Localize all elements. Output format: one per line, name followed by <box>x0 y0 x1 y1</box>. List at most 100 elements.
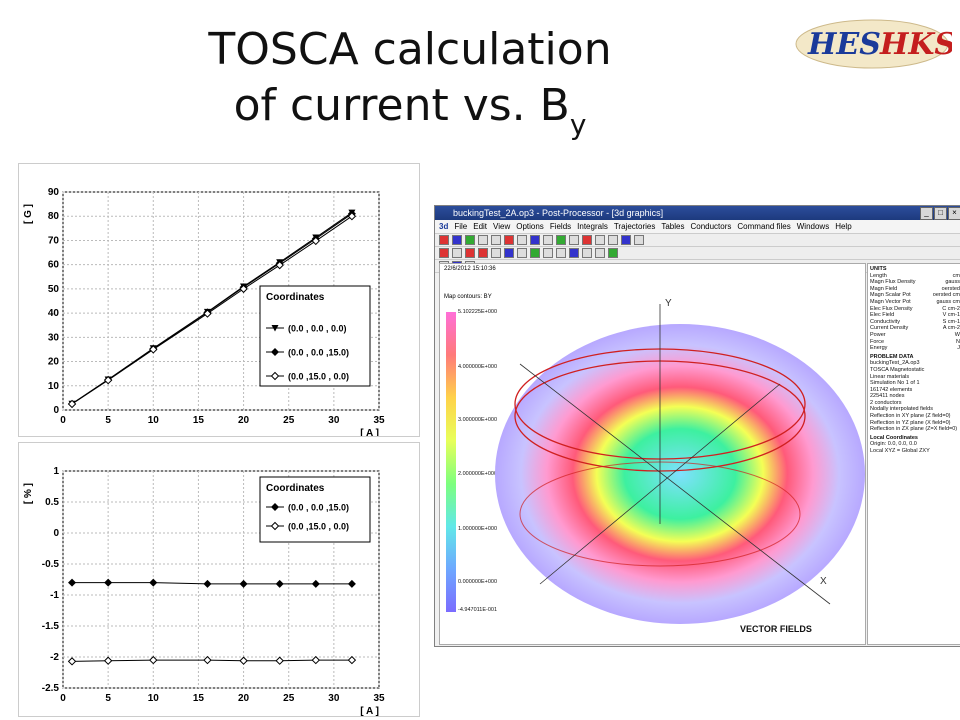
menu-help[interactable]: Help <box>835 222 852 231</box>
legend-box <box>259 476 371 543</box>
data-point <box>103 375 113 385</box>
tool-icon[interactable] <box>621 235 631 245</box>
tool-icon[interactable] <box>543 248 553 258</box>
tool-icon[interactable] <box>439 248 449 258</box>
x-tick-label: 15 <box>193 693 205 704</box>
tool-icon[interactable] <box>452 235 462 245</box>
units-value: C cm-2 <box>942 305 960 312</box>
units-row: Conductivity S cm-1 <box>868 319 960 326</box>
menu-integrals[interactable]: Integrals <box>577 222 608 231</box>
legend-marker <box>271 325 279 332</box>
menu-command-files[interactable]: Command files <box>737 222 791 231</box>
title-subscript: y <box>569 108 587 141</box>
tool-icon[interactable] <box>556 235 566 245</box>
menu-options[interactable]: Options <box>516 222 544 231</box>
logo-hks-text: HKS <box>879 27 952 62</box>
tool-icon[interactable] <box>595 248 605 258</box>
tool-icon[interactable] <box>504 235 514 245</box>
x-tick-label: 10 <box>148 693 160 704</box>
units-value: cm <box>952 272 960 279</box>
colorbar-label: -4.947011E-001 <box>458 607 498 613</box>
tool-icon[interactable] <box>582 235 592 245</box>
legend-title: Coordinates <box>266 292 325 303</box>
problem-data-line: TOSCA Magnetostatic <box>870 366 925 373</box>
tool-icon[interactable] <box>478 235 488 245</box>
y-axis-label: [ % ] <box>23 483 34 504</box>
tool-icon[interactable] <box>582 248 592 258</box>
tool-icon[interactable] <box>478 248 488 258</box>
tool-icon[interactable] <box>491 235 501 245</box>
tool-icon[interactable] <box>608 248 618 258</box>
units-key: Current Density <box>870 325 909 332</box>
units-value: A cm-2 <box>942 325 960 332</box>
graphics-canvas[interactable]: 22/6/2012 15:10:36 Map contours: BY 5.10… <box>439 263 866 645</box>
menu-tables[interactable]: Tables <box>661 222 685 231</box>
field-disc <box>495 324 865 624</box>
menu-file[interactable]: File <box>454 222 468 231</box>
tool-icon[interactable] <box>439 235 449 245</box>
units-row: Length cm <box>868 273 960 280</box>
series-line <box>71 215 353 405</box>
tool-icon[interactable] <box>452 248 462 258</box>
data-point <box>311 579 320 588</box>
minimize-button[interactable]: _ <box>920 207 933 220</box>
local-coordinates-line: Local XYZ = Global ZXY <box>870 448 930 455</box>
tool-icon[interactable] <box>465 235 475 245</box>
units-value: V cm-1 <box>942 312 960 319</box>
tool-icon[interactable] <box>556 248 566 258</box>
legend-marker <box>270 371 280 381</box>
problem-data-line: Reflection in XY plane (Z field=0) <box>870 413 951 420</box>
tool-icon[interactable] <box>595 235 605 245</box>
y-tick-label: 20 <box>48 357 60 368</box>
data-point <box>347 655 357 665</box>
tool-icon[interactable] <box>491 248 501 258</box>
units-value: W <box>954 331 960 338</box>
units-key: Magn Scalar Pot <box>870 292 911 299</box>
menu-windows[interactable]: Windows <box>796 222 830 231</box>
menu-edit[interactable]: Edit <box>473 222 488 231</box>
units-key: Magn Field <box>870 285 898 292</box>
tool-icon[interactable] <box>608 235 618 245</box>
menu-3d-logo: 3d <box>439 222 449 231</box>
window-titlebar: buckingTest_2A.op3 - Post-Processor - [3… <box>435 206 960 220</box>
menu-conductors[interactable]: Conductors <box>690 222 732 231</box>
chart-deviation-percent: 0 5 10 15 20 25 30 35 -2.5 -2 -1.5 -1 -0.5 0 0.5 1 [ % ]… <box>18 442 420 717</box>
tool-icon[interactable] <box>569 248 579 258</box>
map-contours-label: Map contours: BY <box>444 294 492 300</box>
units-row: Magn Scalar Pot oersted cm <box>868 292 960 299</box>
axis-y-label: Y <box>665 298 672 309</box>
tool-icon[interactable] <box>543 235 553 245</box>
tosca-postprocessor-window: buckingTest_2A.op3 - Post-Processor - [3… <box>434 205 960 647</box>
units-row: Magn Field oersted <box>868 286 960 293</box>
menu-view[interactable]: View <box>493 222 511 231</box>
tool-icon[interactable] <box>517 235 527 245</box>
tool-icon[interactable] <box>530 248 540 258</box>
menu-trajectories[interactable]: Trajectories <box>613 222 656 231</box>
chart-b-vs-current: 0 5 10 15 20 25 30 35 0 10 20 30 40 50 60 70 80 90 [ G ] [ … <box>18 163 420 437</box>
slide-title: TOSCA calculation of current vs. By <box>150 22 670 153</box>
menu-fields[interactable]: Fields <box>549 222 572 231</box>
units-value: gauss <box>945 279 960 286</box>
menu-bar: 3d File Edit View Options Fields Integra… <box>435 220 960 234</box>
x-tick-label: 5 <box>105 693 111 704</box>
tool-icon[interactable] <box>569 235 579 245</box>
close-button[interactable]: × <box>948 207 960 220</box>
tool-icon[interactable] <box>517 248 527 258</box>
tool-icon[interactable] <box>530 235 540 245</box>
maximize-button[interactable]: □ <box>934 207 947 220</box>
units-value: oersted <box>941 285 960 292</box>
x-tick-label: 20 <box>238 415 250 426</box>
data-point <box>67 657 77 666</box>
tool-icon[interactable] <box>504 248 514 258</box>
y-tick-label: 90 <box>48 187 60 198</box>
data-point <box>275 260 284 270</box>
units-value: N <box>956 338 960 345</box>
tool-icon[interactable] <box>634 235 644 245</box>
tool-icon[interactable] <box>465 248 475 258</box>
y-tick-label: 80 <box>48 211 60 222</box>
y-tick-label: -1.5 <box>42 621 60 632</box>
x-tick-label: 25 <box>283 415 295 426</box>
colorbar-label: 4.000000E+000 <box>458 364 497 370</box>
y-tick-label: 50 <box>48 284 60 295</box>
legend-box <box>259 285 371 387</box>
